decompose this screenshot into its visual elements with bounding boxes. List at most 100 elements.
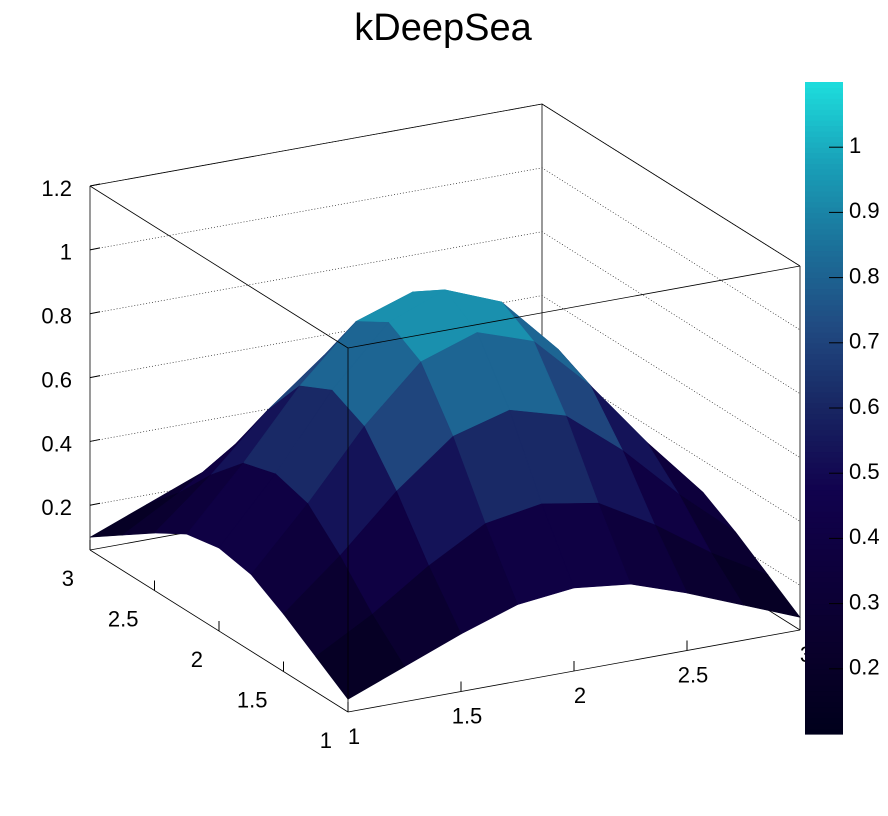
colorbar-segment [805,571,843,578]
colorbar-segment [805,630,843,637]
colorbar-segment [805,435,843,442]
colorbar-segment [805,489,843,496]
colorbar-segment [805,163,843,170]
colorbar-segment [805,478,843,485]
x-tick-label: 1 [348,724,360,749]
colorbar-segment [805,239,843,246]
y-tick-label: 3 [62,566,74,591]
frame-edge [347,265,801,349]
colorbar-segment [805,484,843,491]
x-tick-label: 2 [574,683,586,708]
colorbar-segment [805,130,843,137]
z-tick-label: 0.6 [41,367,72,392]
colorbar-tick-label: 1 [849,133,861,158]
x-tick-label: 2.5 [678,662,709,687]
colorbar-segment [805,462,843,469]
colorbar-segment [805,647,843,654]
y-tick-label: 1 [320,728,332,753]
colorbar-segment [805,451,843,458]
colorbar-segment [805,255,843,262]
colorbar-segment [805,560,843,567]
colorbar-segment [805,592,843,599]
colorbar-segment [805,201,843,208]
colorbar-segment [805,614,843,621]
colorbar-segment [805,446,843,453]
colorbar-segment [805,587,843,594]
colorbar-segment [805,98,843,105]
colorbar-segment [805,92,843,99]
colorbar-segment [805,668,843,675]
colorbar-segment [805,261,843,268]
colorbar-tick-label: 0.5 [849,459,880,484]
colorbar-segment [805,321,843,328]
colorbar-segment [805,625,843,632]
colorbar-segment [805,717,843,724]
z-tick-label: 1 [60,240,72,265]
z-tick [89,375,101,379]
colorbar-segment [805,304,843,311]
colorbar-segment [805,245,843,252]
colorbar-segment [805,712,843,719]
colorbar-segment [805,359,843,366]
colorbar-segment [805,277,843,284]
colorbar-segment [805,120,843,127]
z-tick-label: 0.2 [41,495,72,520]
z-tick [89,311,101,315]
colorbar-segment [805,408,843,415]
colorbar-tick-label: 0.9 [849,198,880,223]
colorbar-segment [805,576,843,583]
colorbar-segment [805,369,843,376]
colorbar-segment [805,136,843,143]
colorbar-segment [805,152,843,159]
colorbar-segment [805,375,843,382]
colorbar-segment [805,527,843,534]
colorbar-segment [805,652,843,659]
colorbar-segment [805,283,843,290]
colorbar-segment [805,158,843,165]
colorbar-segment [805,293,843,300]
colorbar-segment [805,679,843,686]
colorbar-segment [805,272,843,279]
surface-cell [315,614,405,700]
colorbar-segment [805,598,843,605]
colorbar-segment [805,353,843,360]
colorbar-segment [805,522,843,529]
z-tick [89,183,101,187]
colorbar-segment [805,723,843,730]
colorbar-segment [805,424,843,431]
colorbar-segment [805,603,843,610]
colorbar-segment [805,234,843,241]
colorbar-segment [805,196,843,203]
colorbar-segment [805,511,843,518]
colorbar-segment [805,500,843,507]
colorbar-segment [805,657,843,664]
colorbar-segment [805,217,843,224]
colorbar-segment [805,701,843,708]
y-tick-label: 1.5 [237,687,268,712]
colorbar-segment [805,87,843,94]
colorbar-tick-label: 0.8 [849,263,880,288]
colorbar-segment [805,636,843,643]
colorbar-segment [805,402,843,409]
colorbar-segment [805,467,843,474]
colorbar-tick-label: 0.4 [849,524,880,549]
colorbar-segment [805,554,843,561]
frame-edge [89,103,543,187]
colorbar-segment [805,342,843,349]
colorbar-segment [805,380,843,387]
colorbar-segment [805,125,843,132]
grid-line [89,103,801,267]
z-tick-label: 0.8 [41,304,72,329]
frame-edge [89,185,349,349]
colorbar-segment [805,543,843,550]
colorbar-segment [805,641,843,648]
y-tick-label: 2 [191,647,203,672]
colorbar-segment [805,532,843,539]
colorbar-segment [805,174,843,181]
colorbar-segment [805,103,843,110]
colorbar-segment [805,141,843,148]
colorbar-segment [805,581,843,588]
colorbar-segment [805,674,843,681]
colorbar-segment [805,114,843,121]
colorbar-tick-label: 0.7 [849,329,880,354]
